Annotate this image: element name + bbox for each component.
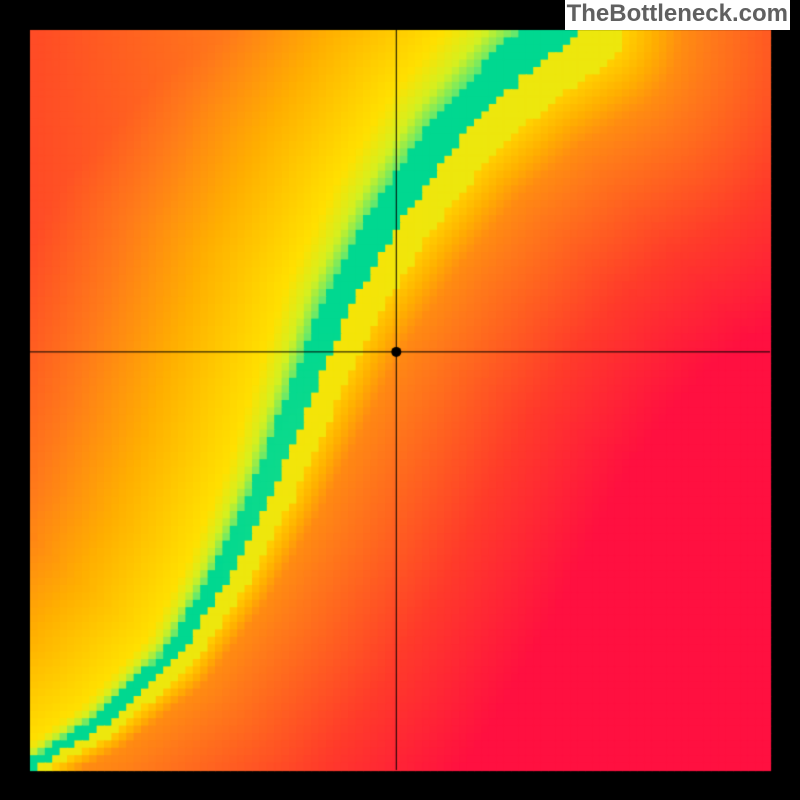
watermark-label: TheBottleneck.com: [565, 0, 790, 30]
heatmap-canvas: [0, 0, 800, 800]
chart-stage: TheBottleneck.com: [0, 0, 800, 800]
